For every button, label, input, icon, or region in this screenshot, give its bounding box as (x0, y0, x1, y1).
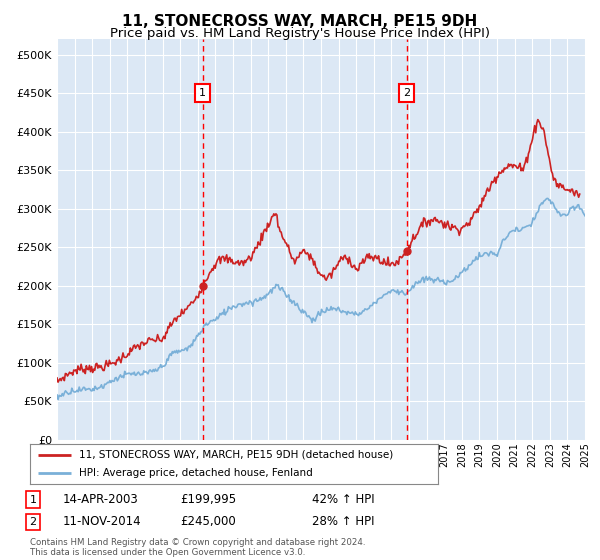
Text: HPI: Average price, detached house, Fenland: HPI: Average price, detached house, Fenl… (79, 468, 313, 478)
Text: 2: 2 (403, 88, 410, 98)
Text: £245,000: £245,000 (180, 515, 236, 529)
Text: £199,995: £199,995 (180, 493, 236, 506)
Text: 1: 1 (199, 88, 206, 98)
Text: 1: 1 (29, 494, 37, 505)
Text: 11, STONECROSS WAY, MARCH, PE15 9DH: 11, STONECROSS WAY, MARCH, PE15 9DH (122, 14, 478, 29)
Text: 42% ↑ HPI: 42% ↑ HPI (312, 493, 374, 506)
Text: 28% ↑ HPI: 28% ↑ HPI (312, 515, 374, 529)
Text: Price paid vs. HM Land Registry's House Price Index (HPI): Price paid vs. HM Land Registry's House … (110, 27, 490, 40)
Text: Contains HM Land Registry data © Crown copyright and database right 2024.
This d: Contains HM Land Registry data © Crown c… (30, 538, 365, 557)
Text: 11-NOV-2014: 11-NOV-2014 (63, 515, 142, 529)
Text: 11, STONECROSS WAY, MARCH, PE15 9DH (detached house): 11, STONECROSS WAY, MARCH, PE15 9DH (det… (79, 450, 393, 460)
Text: 14-APR-2003: 14-APR-2003 (63, 493, 139, 506)
Text: 2: 2 (29, 517, 37, 527)
